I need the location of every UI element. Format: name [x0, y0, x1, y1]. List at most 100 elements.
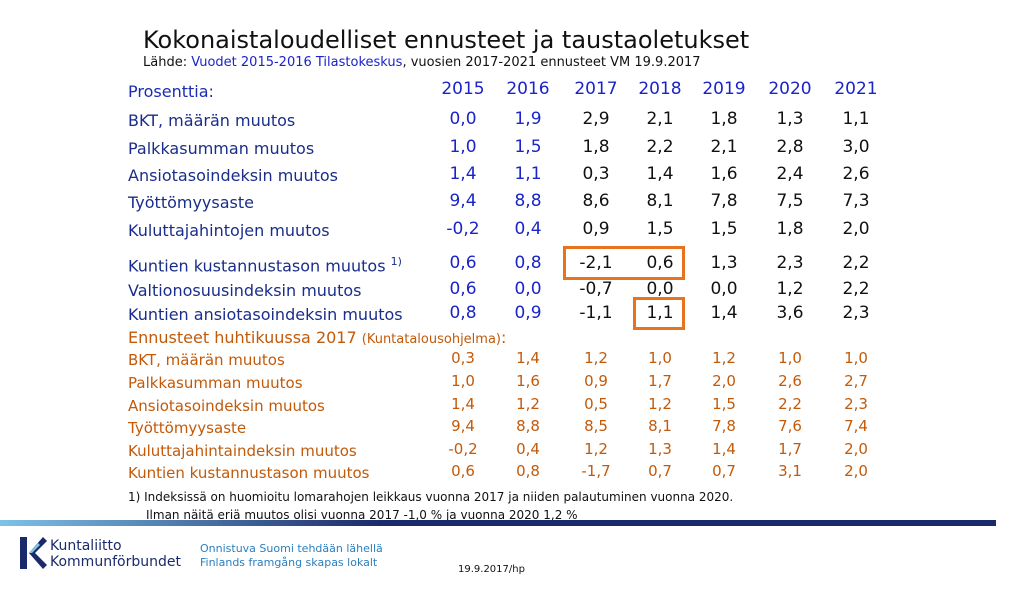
table-cell: 1,6	[516, 372, 540, 390]
table-cell: 3,1	[778, 462, 802, 480]
table-cell: 9,4	[449, 191, 477, 211]
table-cell: -0,2	[448, 440, 478, 458]
row-label: Kuntien kustannustason muutos 1)	[128, 255, 402, 275]
year-header: 2017	[574, 79, 618, 99]
row-label-text: Valtionosuusindeksin muutos	[128, 281, 362, 300]
table-cell: -0,7	[579, 279, 613, 299]
table-cell: 2,4	[776, 164, 804, 184]
table-cell: 2,0	[842, 219, 870, 239]
highlight-box-kustannustaso	[563, 246, 685, 280]
table-cell: 1,7	[648, 372, 672, 390]
percent-label: Prosenttia:	[128, 82, 214, 101]
table-cell: 0,9	[584, 372, 608, 390]
table-cell: 8,1	[646, 191, 674, 211]
footnote-1: 1) Indeksissä on huomioitu lomarahojen l…	[128, 490, 734, 504]
row-label-text: Kuntien kustannustason muutos	[128, 464, 370, 482]
table-cell: 2,7	[844, 372, 868, 390]
table-cell: 0,6	[451, 462, 475, 480]
table-cell: 1,0	[449, 137, 477, 157]
table-cell: 1,4	[451, 395, 475, 413]
brand-name: Kuntaliitto Kommunförbundet	[50, 538, 181, 570]
row-label: Kuntien kustannustason muutos	[128, 464, 369, 482]
table-cell: 0,8	[514, 253, 542, 273]
table-cell: 2,2	[778, 395, 802, 413]
table-cell: 1,5	[646, 219, 674, 239]
section-head-small: (Kuntatalousohjelma)	[361, 332, 501, 347]
table-cell: 2,0	[712, 372, 736, 390]
row-label: Työttömyysaste	[128, 193, 254, 212]
table-cell: 2,3	[844, 395, 868, 413]
table-cell: 1,4	[516, 349, 540, 367]
table-cell: 2,9	[582, 109, 610, 129]
row-label: Ansiotasoindeksin muutos	[128, 397, 325, 415]
table-cell: 0,9	[582, 219, 610, 239]
row-label: Palkkasumman muutos	[128, 139, 314, 158]
table-cell: 7,8	[712, 417, 736, 435]
table-cell: 7,6	[778, 417, 802, 435]
table-cell: 0,4	[514, 219, 542, 239]
table-cell: 2,1	[710, 137, 738, 157]
row-label-text: Ansiotasoindeksin muutos	[128, 166, 338, 185]
table-cell: 1,4	[710, 303, 738, 323]
slogan-line-2: Finlands framgång skapas lokalt	[200, 556, 378, 569]
row-label-text: BKT, määrän muutos	[128, 351, 285, 369]
table-cell: 1,0	[648, 349, 672, 367]
table-cell: 1,2	[584, 440, 608, 458]
table-cell: 0,0	[514, 279, 542, 299]
table-cell: 1,1	[646, 303, 674, 323]
footer-bar	[0, 520, 996, 526]
table-cell: 7,3	[842, 191, 870, 211]
table-cell: 1,4	[712, 440, 736, 458]
table-cell: -1,1	[579, 303, 613, 323]
table-cell: 2,6	[842, 164, 870, 184]
table-cell: 1,3	[648, 440, 672, 458]
table-cell: 1,2	[516, 395, 540, 413]
brand-line-2: Kommunförbundet	[50, 554, 181, 570]
table-cell: 8,6	[582, 191, 610, 211]
row-label-text: Kuntien ansiotasoindeksin muutos	[128, 305, 403, 324]
row-label-text: Työttömyysaste	[128, 419, 247, 437]
table-cell: 0,6	[449, 279, 477, 299]
footer-date: 19.9.2017/hp	[458, 564, 525, 575]
table-cell: 3,0	[842, 137, 870, 157]
highlight-box-ansiotaso	[633, 297, 685, 330]
table-cell: 7,8	[710, 191, 738, 211]
row-label: Palkkasumman muutos	[128, 374, 303, 392]
row-label: Työttömyysaste	[128, 419, 246, 437]
slogan-line-1: Onnistuva Suomi tehdään lähellä	[200, 542, 383, 555]
row-label-text: Työttömyysaste	[128, 193, 254, 212]
april-forecast-heading: Ennusteet huhtikuussa 2017 (Kuntatalouso…	[128, 328, 506, 347]
section-head-tail: :	[501, 328, 507, 347]
table-cell: 0,0	[449, 109, 477, 129]
table-cell: 2,0	[844, 440, 868, 458]
row-label-text: Kuluttajahintaindeksin muutos	[128, 442, 357, 460]
row-label: Kuluttajahintaindeksin muutos	[128, 442, 357, 460]
table-cell: 1,5	[712, 395, 736, 413]
table-cell: -1,7	[581, 462, 611, 480]
year-header: 2020	[768, 79, 812, 99]
table-cell: 9,4	[451, 417, 475, 435]
table-cell: 2,2	[842, 279, 870, 299]
slide-title: Kokonaistaloudelliset ennusteet ja taust…	[143, 26, 750, 54]
table-cell: 8,5	[584, 417, 608, 435]
table-cell: 8,8	[516, 417, 540, 435]
table-cell: 0,0	[646, 279, 674, 299]
row-label: Kuntien ansiotasoindeksin muutos	[128, 305, 403, 324]
table-cell: 2,2	[646, 137, 674, 157]
table-cell: 1,3	[710, 253, 738, 273]
row-label: Valtionosuusindeksin muutos	[128, 281, 361, 300]
row-label: BKT, määrän muutos	[128, 351, 285, 369]
table-cell: 1,0	[844, 349, 868, 367]
table-cell: 1,6	[710, 164, 738, 184]
table-cell: 1,1	[514, 164, 542, 184]
table-cell: 1,2	[648, 395, 672, 413]
table-cell: -0,2	[446, 219, 480, 239]
table-cell: 1,2	[584, 349, 608, 367]
table-cell: 2,0	[844, 462, 868, 480]
table-cell: 1,9	[514, 109, 542, 129]
footnote-2: Ilman näitä eriä muutos olisi vuonna 201…	[146, 508, 578, 522]
year-header: 2016	[506, 79, 550, 99]
table-cell: 2,3	[776, 253, 804, 273]
row-label-text: Kuluttajahintojen muutos	[128, 221, 330, 240]
table-cell: 2,2	[842, 253, 870, 273]
